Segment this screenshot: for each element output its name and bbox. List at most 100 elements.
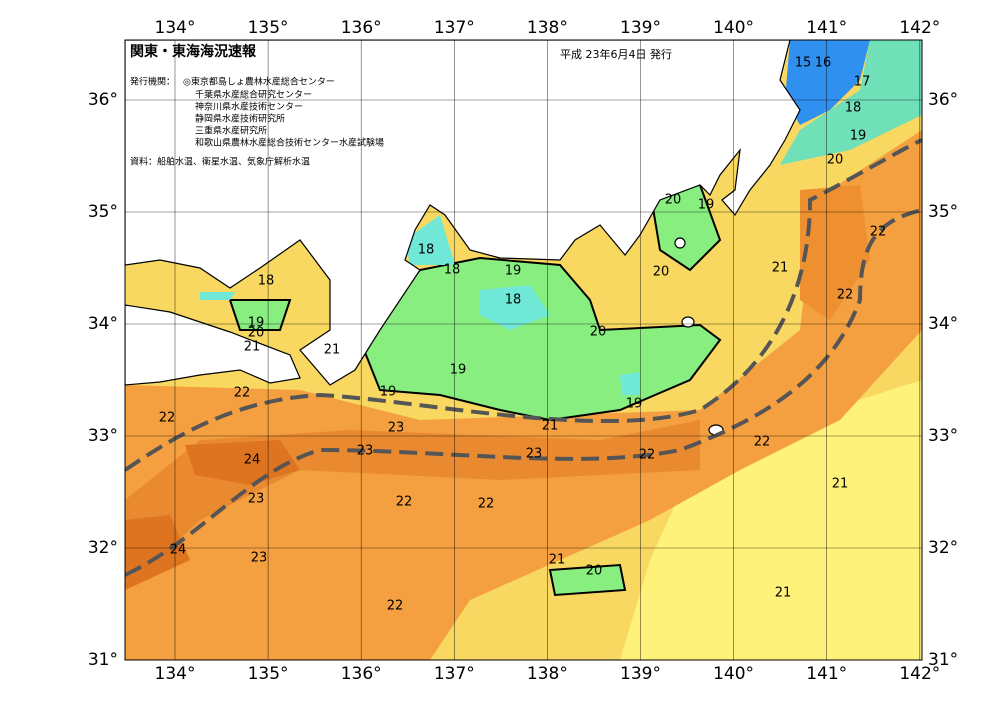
contour-label: 17 [854, 75, 871, 90]
contour-label: 20 [653, 265, 670, 280]
contour-label: 18 [845, 101, 862, 116]
contour-label: 19 [698, 198, 715, 213]
contour-label: 21 [549, 553, 566, 568]
agency: 三重県水産研究所 [195, 125, 267, 137]
lon-tick-label: 134° [155, 664, 196, 684]
contour-label: 19 [626, 397, 643, 412]
lon-tick-label: 141° [806, 18, 847, 38]
lon-tick-label: 139° [620, 664, 661, 684]
agency: ◎東京都島しょ農林水産総合センター [183, 76, 335, 88]
contour-label: 23 [357, 444, 374, 459]
contour-label: 21 [772, 261, 789, 276]
contour-label: 23 [388, 421, 405, 436]
lat-tick-label: 33° [88, 426, 118, 446]
lat-tick-label: 31° [88, 650, 118, 670]
contour-label: 22 [387, 599, 404, 614]
title: 関東・東海海況速報 [130, 43, 257, 60]
sea-warm2 [800, 185, 870, 320]
map-frame [124, 39, 923, 661]
contour-label: 23 [248, 492, 265, 507]
lon-tick-label: 140° [713, 18, 754, 38]
kuroshio-axis [125, 138, 922, 472]
lon-tick-label: 142° [899, 18, 940, 38]
contour-label: 19 [850, 129, 867, 144]
land-honshu [125, 40, 801, 386]
lat-tick-label: 35° [88, 202, 118, 222]
legend-panel: 関東・東海海況速報 平成 23年6月4日 発行 発行機関： ◎東京都島しょ農林水… [130, 43, 672, 168]
contour-label: 19 [505, 264, 522, 279]
sea-green [228, 183, 722, 597]
lon-tick-label: 138° [527, 18, 568, 38]
contour-label: 21 [244, 340, 261, 355]
contour-label: 16 [815, 56, 832, 71]
contour-label: 22 [837, 288, 854, 303]
contour-label: 23 [526, 447, 543, 462]
contour-label: 22 [234, 386, 251, 401]
contour-label: 24 [170, 543, 187, 558]
agency: 千葉県水産総合研究センター [195, 89, 312, 101]
contour-label: 19 [380, 385, 397, 400]
contour-label: 22 [754, 435, 771, 450]
lat-tick-label: 36° [88, 90, 118, 110]
lat-tick-label: 34° [88, 314, 118, 334]
contour-label: 20 [590, 325, 607, 340]
sea-coldest [785, 40, 870, 125]
sea-warm [125, 130, 922, 660]
lat-tick-label: 35° [928, 202, 958, 222]
lat-tick-label: 36° [928, 90, 958, 110]
contour-label: 21 [324, 343, 341, 358]
contour-label: 15 [795, 56, 812, 71]
lat-tick-label: 34° [928, 314, 958, 334]
lon-tick-label: 134° [155, 18, 196, 38]
issued-date: 平成 23年6月4日 発行 [560, 47, 672, 61]
contour-label: 18 [258, 274, 275, 289]
agency: 神奈川県水産技術センター [195, 101, 303, 113]
contour-label: 20 [586, 564, 603, 579]
source: 資料：船舶水温、衛星水温、気象庁解析水温 [130, 156, 310, 168]
contour-label: 22 [870, 225, 887, 240]
lat-tick-label: 31° [928, 650, 958, 670]
lon-tick-label: 138° [527, 664, 568, 684]
contour-label: 22 [639, 448, 656, 463]
contour-label: 20 [248, 326, 265, 341]
lat-tick-label: 33° [928, 426, 958, 446]
sea-surface [125, 40, 922, 660]
sea-warmest [125, 440, 300, 590]
lon-tick-label: 135° [248, 18, 289, 38]
contour-label: 18 [505, 293, 522, 308]
agencies-label: 発行機関： [130, 76, 175, 88]
contour-label: 21 [542, 419, 559, 434]
island [681, 316, 695, 328]
sea-cold [780, 40, 922, 165]
lon-tick-label: 142° [899, 664, 940, 684]
agency: 静岡県水産技術研究所 [195, 113, 285, 125]
contour-label: 20 [827, 153, 844, 168]
lon-tick-label: 137° [434, 664, 475, 684]
lon-tick-label: 139° [620, 18, 661, 38]
contour-label: 21 [832, 477, 849, 492]
contour-label: 21 [775, 586, 792, 601]
lat-tick-label: 32° [88, 538, 118, 558]
contour-label: 19 [450, 363, 467, 378]
lon-tick-label: 136° [341, 18, 382, 38]
contour-label: 19 [248, 316, 265, 331]
contour-label: 22 [396, 495, 413, 510]
contour-label: 20 [665, 193, 682, 208]
sea-cool [620, 380, 922, 660]
contour-label: 22 [478, 497, 495, 512]
lat-tick-label: 32° [928, 538, 958, 558]
lon-tick-label: 137° [434, 18, 475, 38]
land-shikoku [125, 304, 301, 386]
agency: 和歌山県農林水産総合技術センター水産試験場 [195, 137, 384, 149]
contour-label: 18 [444, 263, 461, 278]
lon-tick-label: 140° [713, 664, 754, 684]
kuroshio-edge [125, 208, 922, 577]
contour-label: 22 [159, 411, 176, 426]
sea-cyan [200, 215, 640, 395]
lon-tick-label: 136° [341, 664, 382, 684]
contour-label: 24 [244, 453, 261, 468]
contour-label: 23 [251, 551, 268, 566]
island [674, 237, 686, 249]
lon-tick-label: 135° [248, 664, 289, 684]
